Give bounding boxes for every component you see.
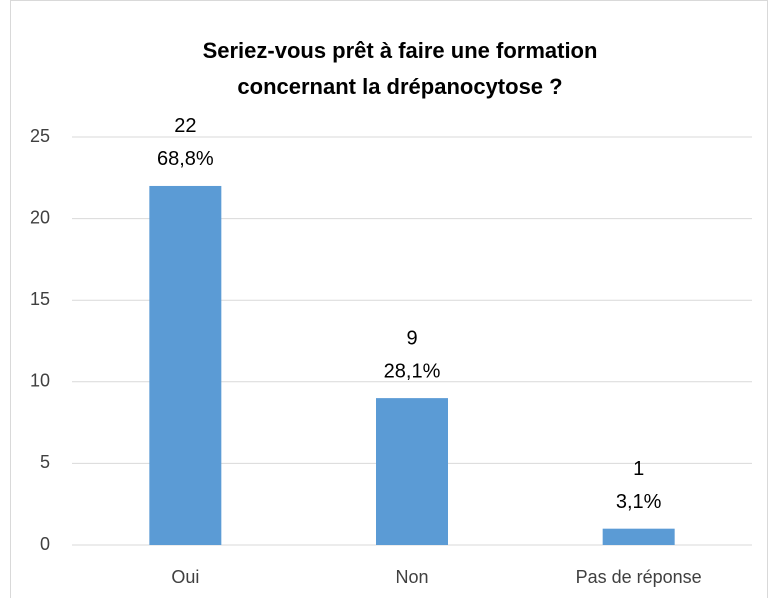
bar bbox=[602, 528, 675, 545]
chart-title: concernant la drépanocytose ? bbox=[237, 74, 562, 99]
percent-label: 68,8% bbox=[157, 148, 214, 170]
y-tick-label: 10 bbox=[30, 371, 50, 391]
percent-label: 3,1% bbox=[616, 491, 662, 513]
data-label: 1 bbox=[633, 458, 644, 480]
bar bbox=[149, 185, 222, 545]
percent-label: 28,1% bbox=[384, 360, 441, 382]
x-tick-label: Pas de réponse bbox=[576, 567, 702, 587]
data-label: 22 bbox=[174, 115, 196, 137]
y-tick-label: 25 bbox=[30, 126, 50, 146]
x-tick-label: Non bbox=[395, 567, 428, 587]
x-tick-label: Oui bbox=[171, 567, 199, 587]
y-tick-label: 15 bbox=[30, 289, 50, 309]
bar bbox=[376, 398, 448, 545]
y-tick-label: 5 bbox=[40, 452, 50, 472]
chart-title: Seriez-vous prêt à faire une formation bbox=[203, 38, 598, 63]
data-label: 9 bbox=[406, 327, 417, 349]
y-tick-label: 20 bbox=[30, 207, 50, 227]
y-tick-label: 0 bbox=[40, 534, 50, 554]
